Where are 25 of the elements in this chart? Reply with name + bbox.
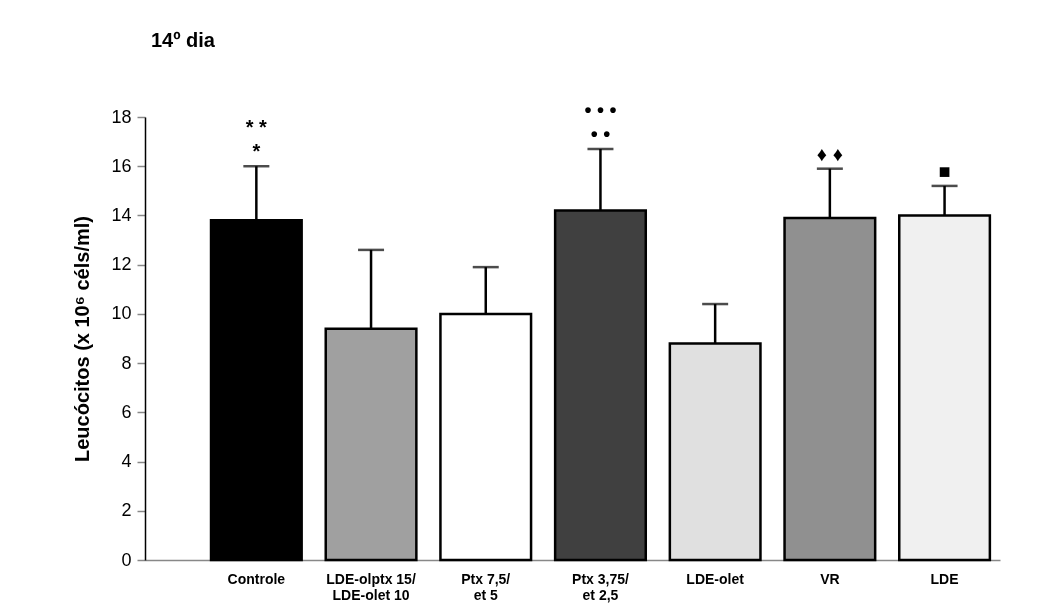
y-tick-label: 0 (121, 549, 132, 570)
annotation: ♦ ♦ (816, 142, 843, 165)
y-axis-title: Leucócitos (x 10⁶ céls/ml) (71, 216, 94, 462)
annotation: • • (590, 122, 611, 145)
x-tick-label: Ptx 7,5/ et 5 (461, 570, 511, 603)
y-tick-label: 16 (111, 155, 132, 176)
y-tick-label: 2 (121, 500, 132, 521)
x-tick-label: VR (820, 570, 840, 587)
y-tick-label: 8 (121, 352, 132, 373)
y-tick-label: 6 (121, 401, 132, 422)
x-tick-label: Controle (227, 570, 286, 587)
y-tick-label: 10 (111, 303, 132, 324)
y-tick-label: 18 (111, 106, 132, 127)
chart-title: 14º dia (150, 28, 216, 51)
x-tick-label: LDE-olptx 15/ LDE-olet 10 (326, 570, 416, 603)
x-tick-label: LDE-olet (686, 570, 745, 587)
annotation: ■ (938, 159, 951, 182)
annotation: * * (245, 116, 268, 139)
x-tick-label: LDE (930, 570, 959, 587)
annotation: * (252, 140, 261, 163)
annotation: • • • (584, 98, 617, 121)
y-tick-label: 12 (111, 254, 132, 275)
y-tick-label: 14 (111, 204, 132, 225)
x-tick-label: Ptx 3,75/ et 2,5 (572, 570, 629, 603)
y-tick-label: 4 (121, 451, 132, 472)
